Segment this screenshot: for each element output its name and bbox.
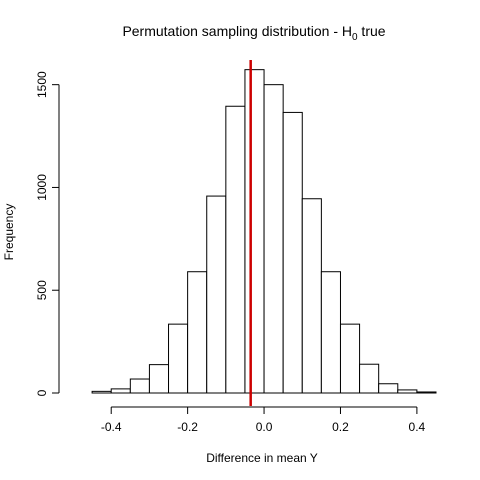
chart-title: Permutation sampling distribution - H0 t… [122, 23, 385, 43]
x-axis-label: Difference in mean Y [206, 451, 318, 465]
histogram-bar-11 [301, 198, 322, 394]
histogram-bar-7 [225, 105, 246, 394]
y-tick-label-2: 1000 [35, 174, 49, 201]
histogram-bar-4 [168, 323, 189, 394]
histogram-bar-2 [129, 378, 150, 394]
y-tick-label-0: 0 [35, 389, 49, 396]
x-tick-label-1: -0.2 [177, 420, 198, 434]
y-tick-label-3: 1500 [35, 71, 49, 98]
histogram-bar-5 [187, 271, 208, 394]
histogram-bar-1 [110, 388, 131, 394]
x-axis: -0.4 -0.2 0.0 0.2 0.4 [101, 406, 426, 434]
histogram-bar-8 [244, 69, 265, 394]
x-tick-label-0: -0.4 [101, 420, 122, 434]
histogram-bar-17 [416, 391, 437, 394]
y-tick-label-1: 500 [35, 280, 49, 300]
chart-title-main: Permutation sampling distribution - H [122, 23, 352, 39]
histogram-bar-6 [206, 195, 227, 394]
histogram-bar-10 [282, 111, 303, 394]
chart-title-tail: true [358, 23, 386, 39]
histogram-bar-9 [263, 84, 284, 394]
histogram-bar-16 [397, 389, 418, 394]
histogram-bars [91, 69, 437, 394]
histogram-bar-14 [359, 363, 380, 394]
histogram-bar-13 [339, 323, 361, 394]
y-axis: 0 500 1000 1500 [35, 71, 60, 396]
x-tick-label-3: 0.2 [332, 420, 349, 434]
histogram-bar-3 [148, 364, 170, 394]
histogram-bar-12 [320, 271, 341, 394]
histogram-bar-0 [91, 390, 112, 394]
x-tick-label-4: 0.4 [409, 420, 426, 434]
histogram-bar-15 [378, 383, 399, 394]
x-tick-label-2: 0.0 [256, 420, 273, 434]
chart-title-subscript: 0 [352, 32, 358, 43]
y-axis-label: Frequency [2, 204, 16, 261]
